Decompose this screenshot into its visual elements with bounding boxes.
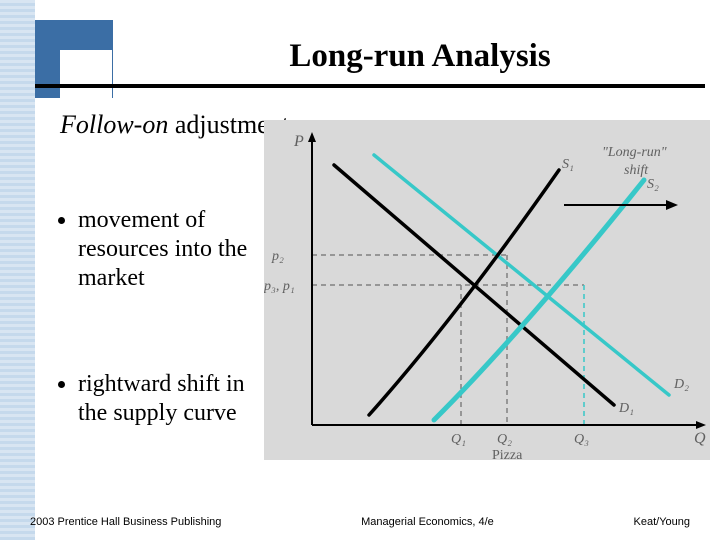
svg-text:p₃, p₁: p₃, p₁: [264, 279, 295, 294]
svg-text:"Long-run": "Long-run": [602, 145, 667, 160]
svg-text:D₂: D₂: [673, 377, 689, 392]
left-decor-band: [0, 0, 35, 540]
svg-text:Q₂: Q₂: [497, 432, 512, 447]
bullet-list-1: movement of resources into the market: [60, 206, 260, 292]
svg-text:P: P: [293, 133, 304, 150]
svg-text:S₁: S₁: [562, 157, 574, 172]
svg-text:S₂: S₂: [647, 177, 659, 192]
footer-center: Managerial Economics, 4/e: [361, 516, 494, 528]
footer-left: 2003 Prentice Hall Business Publishing: [30, 516, 221, 528]
svg-text:D₁: D₁: [618, 401, 634, 416]
slide: Long-run Analysis Follow-on adjustment: …: [0, 0, 720, 540]
svg-text:Q₁: Q₁: [451, 432, 466, 447]
subheading: Follow-on adjustment:: [60, 110, 296, 140]
bullet-list-2: rightward shift in the supply curve: [60, 370, 260, 428]
bullet-item: rightward shift in the supply curve: [78, 370, 260, 428]
bullet-item: movement of resources into the market: [78, 206, 260, 292]
title-underline: [35, 84, 705, 88]
footer: 2003 Prentice Hall Business Publishing M…: [30, 516, 690, 528]
subhead-italic: Follow-on: [60, 110, 168, 139]
svg-text:Q: Q: [694, 430, 706, 447]
footer-right: Keat/Young: [634, 516, 690, 528]
supply-demand-chart: "Long-run" shift P Qp₂ p₃, p₁ Q₁ Q₂ Q₃ Pizza D₁ D₂…: [264, 120, 710, 460]
svg-text:p₂: p₂: [271, 249, 284, 264]
chart-svg: "Long-run" shift P Qp₂ p₃, p₁ Q₁ Q₂ Q₃ Pizza D₁ D₂…: [264, 120, 710, 460]
logo-highlight: [60, 50, 112, 98]
svg-text:shift: shift: [624, 163, 649, 178]
svg-text:Pizza: Pizza: [492, 448, 523, 460]
svg-text:Q₃: Q₃: [574, 432, 589, 447]
slide-title: Long-run Analysis: [160, 38, 680, 75]
